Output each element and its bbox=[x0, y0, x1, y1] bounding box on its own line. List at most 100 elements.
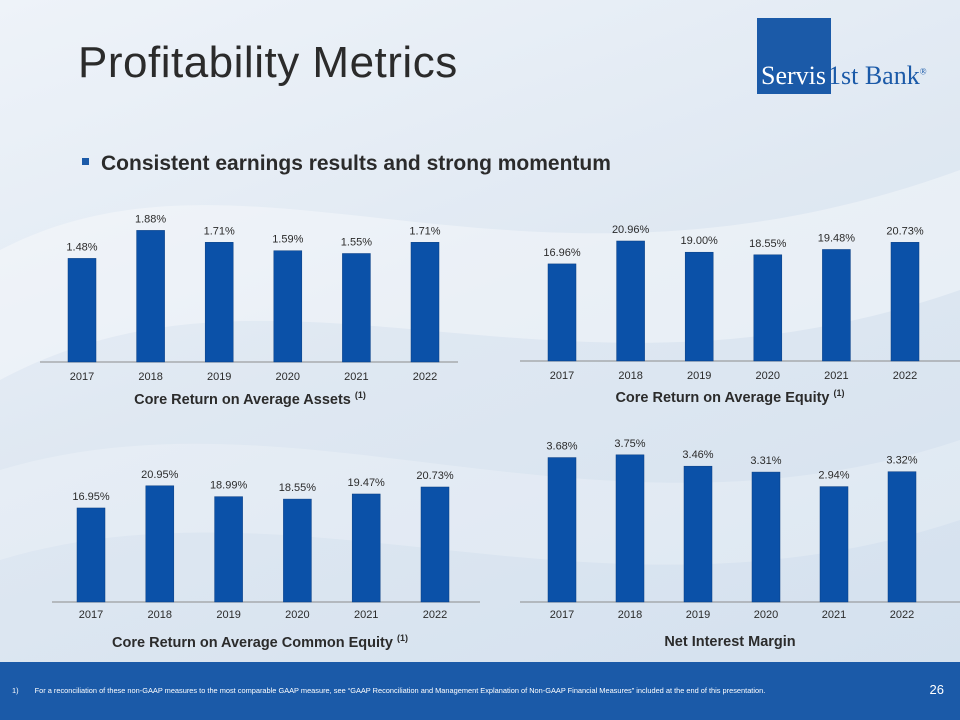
bar bbox=[615, 454, 645, 603]
chart-title: Net Interest Margin bbox=[520, 634, 940, 650]
x-tick-label: 2022 bbox=[893, 370, 917, 382]
x-tick-label: 2020 bbox=[754, 609, 778, 621]
data-label: 3.46% bbox=[682, 449, 713, 461]
logo-text-servis: Servis bbox=[761, 61, 826, 90]
bar bbox=[420, 486, 450, 603]
bar bbox=[351, 493, 381, 603]
data-label: 18.55% bbox=[279, 482, 317, 494]
x-tick-label: 2021 bbox=[824, 370, 848, 382]
bar bbox=[283, 498, 312, 603]
bar bbox=[547, 263, 577, 362]
bar bbox=[547, 457, 577, 603]
bullet-square-icon bbox=[82, 157, 89, 165]
x-tick-label: 2020 bbox=[285, 609, 309, 621]
data-label: 2.94% bbox=[818, 470, 849, 482]
data-label: 1.71% bbox=[204, 225, 235, 237]
chart-core-roaa: 1.48% 2017 1.88% 2018 1.71% 2019 1.59% 2020 1.55… bbox=[40, 200, 460, 412]
chart-title-footnote-ref: (1) bbox=[833, 388, 845, 398]
footer-bar: 1) For a reconciliation of these non-GAAP… bbox=[0, 662, 960, 720]
page-number: 26 bbox=[929, 682, 944, 697]
chart-title-text: Core Return on Average Assets bbox=[134, 391, 351, 408]
bar bbox=[684, 251, 714, 362]
chart-net-interest-margin: 3.68% 2017 3.75% 2018 3.46% 2019 3.31% 2020 2.94… bbox=[520, 430, 960, 654]
x-tick-label: 2022 bbox=[423, 609, 447, 621]
x-tick-label: 2022 bbox=[413, 371, 437, 383]
footnote-text: For a reconciliation of these non-GAAP m… bbox=[34, 686, 766, 695]
data-label: 20.95% bbox=[141, 469, 179, 481]
data-label: 19.47% bbox=[348, 477, 386, 489]
chart-title-footnote-ref: (1) bbox=[396, 633, 408, 643]
x-tick-label: 2018 bbox=[138, 371, 162, 383]
bar bbox=[751, 471, 781, 603]
chart-core-roae: 16.96% 2017 20.96% 2018 19.00% 2019 18.55% 2020… bbox=[520, 200, 960, 412]
chart-title: Core Return on Average Common Equity (1) bbox=[40, 633, 480, 651]
bar bbox=[204, 242, 234, 363]
bullet-text: Consistent earnings results and strong m… bbox=[101, 152, 611, 175]
bar bbox=[410, 242, 440, 363]
logo-registered-mark: ® bbox=[919, 66, 927, 77]
x-tick-label: 2019 bbox=[686, 609, 710, 621]
data-label: 19.48% bbox=[818, 232, 856, 244]
data-label: 3.68% bbox=[546, 441, 577, 453]
data-label: 20.73% bbox=[416, 470, 454, 482]
data-label: 18.55% bbox=[749, 238, 787, 250]
x-tick-label: 2019 bbox=[216, 609, 240, 621]
data-label: 3.31% bbox=[750, 455, 781, 467]
chart-title-footnote-ref: (1) bbox=[354, 390, 366, 400]
x-tick-label: 2019 bbox=[687, 370, 711, 382]
bar bbox=[890, 242, 920, 362]
data-label: 16.96% bbox=[543, 247, 581, 259]
logo-box bbox=[757, 18, 831, 94]
bar bbox=[76, 507, 106, 603]
x-tick-label: 2018 bbox=[148, 609, 172, 621]
data-label: 20.73% bbox=[886, 225, 924, 237]
x-tick-label: 2021 bbox=[344, 371, 368, 383]
footnote: 1) For a reconciliation of these non-GAAP… bbox=[12, 686, 912, 695]
chart-title: Core Return on Average Assets (1) bbox=[40, 390, 460, 408]
x-tick-label: 2018 bbox=[618, 609, 642, 621]
data-label: 20.96% bbox=[612, 224, 650, 236]
chart-core-roace: 16.95% 2017 20.95% 2018 18.99% 2019 18.55% 2020… bbox=[40, 430, 480, 654]
chart-core-roace-svg: 16.95% 2017 20.95% 2018 18.99% 2019 18.55% 2020… bbox=[52, 469, 480, 621]
chart-core-roaa-svg: 1.48% 2017 1.88% 2018 1.71% 2019 1.59% 2020 1.55… bbox=[40, 213, 458, 383]
x-tick-label: 2021 bbox=[354, 609, 378, 621]
bar bbox=[273, 250, 303, 363]
chart-title-text: Core Return on Average Common Equity bbox=[112, 634, 393, 651]
x-tick-label: 2020 bbox=[756, 370, 780, 382]
data-label: 3.32% bbox=[886, 455, 917, 467]
data-label: 1.59% bbox=[272, 234, 303, 246]
data-label: 16.95% bbox=[72, 491, 110, 503]
bar bbox=[616, 240, 645, 362]
footnote-number: 1) bbox=[12, 686, 19, 695]
chart-title-text: Net Interest Margin bbox=[664, 634, 796, 650]
bar bbox=[136, 230, 165, 363]
logo-text: Servis1st Bank® bbox=[761, 63, 927, 89]
chart-title-text: Core Return on Average Equity bbox=[615, 389, 830, 406]
bar bbox=[214, 496, 243, 603]
bar bbox=[822, 249, 851, 362]
bullet-point: Consistent earnings results and strong m… bbox=[82, 152, 611, 176]
x-tick-label: 2021 bbox=[822, 609, 846, 621]
x-tick-label: 2022 bbox=[890, 609, 914, 621]
bar bbox=[753, 254, 783, 362]
x-tick-label: 2017 bbox=[550, 609, 574, 621]
data-label: 18.99% bbox=[210, 480, 248, 492]
bar bbox=[887, 471, 917, 603]
bar bbox=[683, 465, 713, 603]
x-tick-label: 2017 bbox=[550, 370, 574, 382]
x-tick-label: 2020 bbox=[276, 371, 300, 383]
data-label: 1.88% bbox=[135, 213, 166, 225]
bar bbox=[819, 486, 849, 603]
data-label: 1.71% bbox=[409, 225, 440, 237]
chart-net-interest-margin-svg: 3.68% 2017 3.75% 2018 3.46% 2019 3.31% 2020 2.94… bbox=[520, 438, 960, 621]
data-label: 19.00% bbox=[681, 235, 719, 247]
bar bbox=[145, 485, 175, 603]
x-tick-label: 2018 bbox=[618, 370, 642, 382]
bar bbox=[342, 253, 371, 363]
data-label: 3.75% bbox=[614, 438, 645, 450]
page-title: Profitability Metrics bbox=[78, 38, 458, 87]
data-label: 1.55% bbox=[341, 237, 372, 249]
bar bbox=[67, 258, 97, 363]
logo-text-1st-bank: 1st Bank bbox=[828, 61, 920, 90]
chart-core-roae-svg: 16.96% 2017 20.96% 2018 19.00% 2019 18.55% 2020… bbox=[520, 224, 960, 382]
